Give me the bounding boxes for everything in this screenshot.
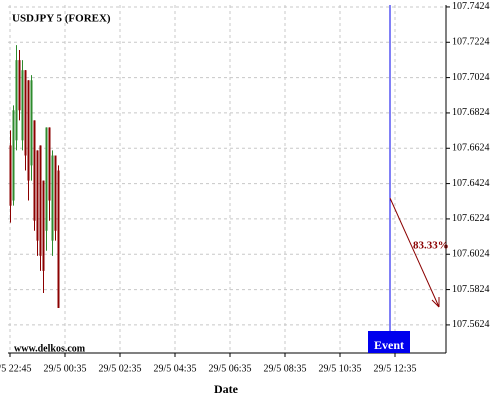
y-tick-label: 107.7024 — [452, 72, 490, 83]
candle-body — [51, 155, 54, 241]
candle-body — [24, 70, 27, 156]
y-tick-label: 107.7224 — [452, 37, 490, 48]
x-tick-label: 29/5 12:35 — [373, 363, 416, 374]
x-axis-label: Date — [214, 382, 239, 396]
watermark: www.delkos.com — [14, 343, 86, 354]
x-tick-label: 29/5 06:35 — [208, 363, 251, 374]
candle-body — [39, 145, 42, 256]
x-tick-label: 29/5 10:35 — [318, 363, 361, 374]
y-tick-label: 107.6224 — [452, 213, 490, 224]
x-tick-label: 29/5 22:45 — [0, 363, 32, 374]
candle-body — [42, 180, 45, 271]
y-tick-label: 107.5824 — [452, 284, 490, 295]
event-box — [368, 331, 410, 353]
y-tick-label: 107.6824 — [452, 107, 490, 118]
candle-body — [48, 127, 51, 201]
y-tick-label: 107.5624 — [452, 319, 490, 330]
candle-body — [27, 80, 30, 181]
candle-body — [33, 120, 36, 221]
x-tick-label: 29/5 04:35 — [153, 363, 196, 374]
candle-body — [45, 127, 48, 231]
y-tick-label: 107.6024 — [452, 249, 490, 260]
candle-body — [12, 110, 15, 201]
y-tick-label: 107.6424 — [452, 178, 490, 189]
candle-body — [57, 170, 60, 308]
candle-body — [15, 60, 18, 141]
projection-arrow — [389, 197, 440, 308]
candle-body — [54, 155, 57, 231]
candle-body — [9, 145, 12, 206]
x-tick-label: 29/5 08:35 — [263, 363, 306, 374]
candle-body — [36, 150, 39, 241]
plot-area — [8, 5, 446, 353]
candle-body — [18, 60, 21, 111]
arrow-head — [431, 297, 440, 308]
chart-title: USDJPY 5 (FOREX) — [12, 13, 111, 25]
projection-label: 83.33% — [413, 240, 449, 252]
y-tick-label: 107.6624 — [452, 143, 490, 154]
x-tick-label: 29/5 00:35 — [43, 363, 86, 374]
y-tick-label: 107.7424 — [452, 1, 490, 12]
x-tick-label: 29/5 02:35 — [98, 363, 141, 374]
event-label: Event — [374, 338, 404, 352]
candle-body — [21, 70, 24, 141]
candle-body — [30, 80, 33, 166]
